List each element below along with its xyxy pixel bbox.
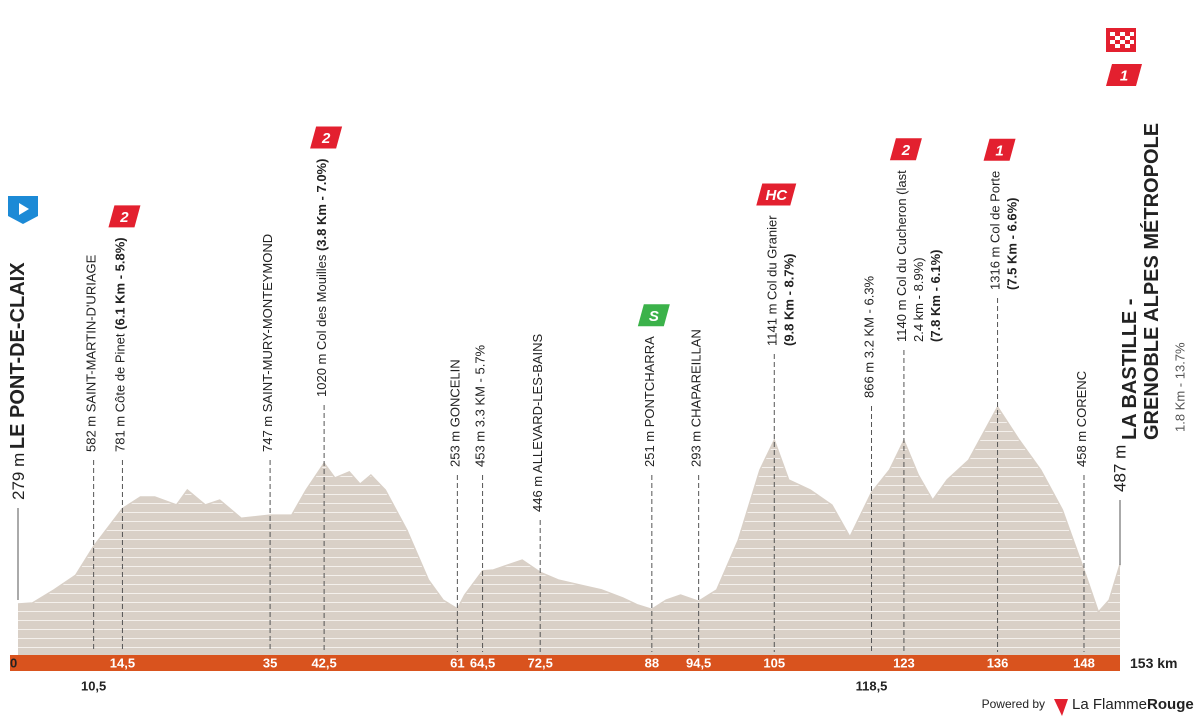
start-name: LE PONT-DE-CLAIX — [7, 262, 29, 449]
badge-shape — [637, 304, 670, 327]
waypoint-climb: (6.1 Km - 5.8%) — [112, 237, 127, 329]
waypoint-label: 2.4 km - 8.9%) — [910, 257, 925, 342]
waypoint-text: 251 m PONTCHARRA — [641, 336, 656, 467]
waypoint-label: 1020 m Col des Mouilles (3.8 Km - 7.0%) — [314, 159, 329, 397]
waypoint-label: 453 m 3.3 KM - 5.7% — [472, 344, 487, 467]
finish-icon — [1106, 28, 1136, 52]
brand: La FlammeRouge — [1072, 696, 1194, 713]
waypoint-text: 1020 m Col des Mouilles — [314, 251, 329, 397]
waypoint-climb: (9.8 Km - 8.7%) — [781, 254, 796, 346]
x-tick-label: 94,5 — [686, 656, 711, 671]
waypoint-label: 293 m CHAPAREILLAN — [688, 329, 703, 467]
start-altitude: 279 m — [9, 453, 28, 500]
category-badge: 1 — [1106, 64, 1142, 86]
badge-shape — [983, 138, 1016, 161]
waypoint-label: 781 m Côte de Pinet (6.1 Km - 5.8%) — [112, 237, 127, 452]
waypoint-label: 446 m ALLEVARD-LES-BAINS — [530, 333, 545, 512]
category-badge: 2 — [108, 205, 141, 228]
waypoint-label: 458 m CORENC — [1073, 371, 1088, 467]
x-tick-label: 35 — [263, 656, 277, 671]
category-badge: 1 — [983, 138, 1016, 161]
x-tick-label: 153 km — [1130, 655, 1177, 671]
category-badge: HC — [756, 183, 797, 206]
waypoint-label: 251 m PONTCHARRA — [641, 336, 656, 467]
badge-shape — [756, 183, 797, 206]
x-tick-label: 72,5 — [528, 656, 553, 671]
footer: Powered by La FlammeRouge — [982, 696, 1194, 716]
waypoint-label: 1316 m Col de Porte — [987, 171, 1002, 290]
waypoint-climb: (7.5 Km - 6.6%) — [1004, 198, 1019, 290]
badge-shape — [1106, 64, 1142, 86]
x-tick-label: 14,5 — [110, 656, 135, 671]
waypoint-label: 1141 m Col du Granier — [764, 215, 779, 346]
waypoint-climb: (3.8 Km - 7.0%) — [314, 159, 329, 251]
badge-shape — [889, 138, 922, 161]
badge-shape — [108, 205, 141, 228]
badge-label: 1 — [1120, 68, 1128, 85]
start-icon — [8, 196, 38, 224]
waypoint-text: 453 m 3.3 KM - 5.7% — [472, 344, 487, 467]
powered-by: Powered by — [982, 697, 1045, 711]
badge-label: HC — [765, 187, 788, 204]
waypoint-climb: (7.8 Km - 6.1%) — [927, 250, 942, 342]
waypoint-text: 747 m SAINT-MURY-MONTEYMOND — [260, 234, 275, 452]
finish-name: LA BASTILLE - — [1119, 299, 1141, 440]
badge-label: 1 — [995, 142, 1003, 159]
x-tick-label: 105 — [763, 656, 785, 671]
x-tick-label: 148 — [1073, 656, 1095, 671]
profile-fill — [18, 407, 1120, 655]
brand-bold: Rouge — [1147, 696, 1194, 713]
badge-shape — [310, 126, 343, 149]
waypoint-label: 866 m 3.2 KM - 6.3% — [861, 275, 876, 398]
x-tick-label: 88 — [645, 656, 659, 671]
brand-logo — [1054, 699, 1068, 716]
x-tick-label: 0 — [10, 656, 17, 671]
finish-climb: 1.8 Km - 13.7% — [1173, 342, 1188, 432]
waypoint-text: 1140 m Col du Cucheron (last — [893, 170, 908, 342]
waypoint-label: 747 m SAINT-MURY-MONTEYMOND — [260, 234, 275, 452]
x-tick-label: 123 — [893, 656, 915, 671]
finish-altitude: 487 m — [1111, 445, 1130, 492]
profile-line — [17, 405, 1121, 614]
waypoint-label: (9.8 Km - 8.7%) — [781, 254, 796, 346]
waypoint-label: 582 m SAINT-MARTIN-D'URIAGE — [83, 254, 98, 452]
distance-bar — [10, 655, 1120, 671]
waypoint-label: 253 m GONCELIN — [447, 359, 462, 467]
x-tick-label: 64,5 — [470, 656, 495, 671]
waypoint-text: 293 m CHAPAREILLAN — [688, 329, 703, 467]
x-tick-label: 118,5 — [856, 679, 888, 694]
badge-label: 2 — [321, 130, 331, 147]
start-label: 279 m LE PONT-DE-CLAIX — [7, 262, 29, 500]
category-badge: 2 — [889, 138, 922, 161]
plot: 582 m SAINT-MARTIN-D'URIAGE 781 m Côte de… — [7, 64, 1188, 694]
waypoint-text: 866 m 3.2 KM - 6.3% — [861, 275, 876, 398]
waypoint-label: (7.8 Km - 6.1%) — [927, 250, 942, 342]
badge-label: 2 — [901, 142, 911, 159]
x-tick-label: 42,5 — [311, 656, 336, 671]
waypoint-text: 1141 m Col du Granier — [764, 215, 779, 346]
waypoint-text: 446 m ALLEVARD-LES-BAINS — [530, 333, 545, 512]
waypoint-label: (7.5 Km - 6.6%) — [1004, 198, 1019, 290]
waypoint-text: 582 m SAINT-MARTIN-D'URIAGE — [83, 254, 98, 452]
category-badge: 2 — [310, 126, 343, 149]
waypoint-text: 253 m GONCELIN — [447, 359, 462, 467]
badge-label: S — [649, 308, 659, 325]
waypoint-text: 1316 m Col de Porte — [987, 171, 1002, 290]
waypoint-label: 1140 m Col du Cucheron (last — [893, 170, 908, 342]
badge-label: 2 — [119, 209, 129, 226]
waypoint-note: 2.4 km - 8.9%) — [910, 257, 925, 342]
x-tick-label: 136 — [987, 656, 1009, 671]
category-badge: S — [637, 304, 670, 327]
finish-name: GRENOBLE ALPES MÉTROPOLE — [1140, 123, 1163, 440]
waypoint-text: 781 m Côte de Pinet — [112, 330, 127, 452]
waypoint-text: 458 m CORENC — [1073, 371, 1088, 467]
x-tick-label: 10,5 — [81, 679, 106, 694]
x-tick-label: 61 — [450, 656, 464, 671]
brand-text: La Flamme — [1072, 696, 1147, 713]
